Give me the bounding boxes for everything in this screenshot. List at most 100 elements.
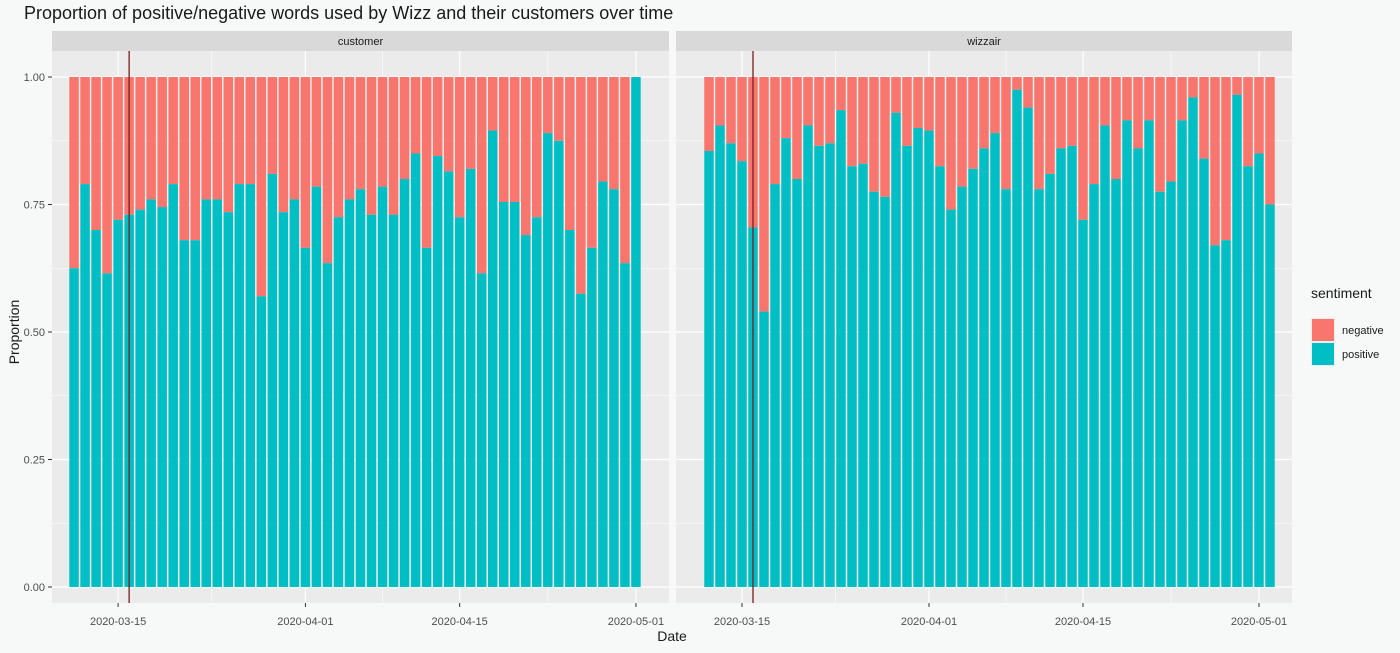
bar-negative	[135, 77, 145, 210]
bar-negative	[69, 77, 79, 269]
bar-negative	[1012, 77, 1022, 90]
bar-negative	[510, 77, 520, 202]
bar-negative	[201, 77, 211, 200]
bar-positive	[543, 133, 553, 587]
bar-negative	[935, 77, 945, 167]
bar-positive	[333, 217, 344, 587]
bar-positive	[576, 293, 586, 587]
facet-strip	[676, 31, 1292, 51]
bar-positive	[620, 263, 630, 587]
bar-positive	[355, 189, 366, 587]
bar-positive	[858, 163, 868, 587]
bar-negative	[1045, 77, 1055, 174]
bar-positive	[399, 179, 410, 587]
x-tick-label: 2020-03-15	[714, 616, 770, 628]
bar-negative	[737, 77, 747, 162]
legend-swatch-negative	[1312, 319, 1334, 341]
bar-positive	[902, 145, 912, 587]
bar-negative	[609, 77, 619, 190]
bar-negative	[554, 77, 564, 141]
bar-positive	[759, 311, 769, 587]
bar-negative	[891, 77, 901, 113]
bar-positive	[704, 150, 714, 587]
bar-negative	[1111, 77, 1121, 179]
bar-negative	[869, 77, 879, 192]
bar-negative	[355, 77, 366, 190]
bar-positive	[990, 133, 1000, 587]
bar-positive	[880, 196, 890, 587]
bar-positive	[1056, 148, 1066, 587]
bar-positive	[792, 179, 802, 587]
bar-negative	[1001, 77, 1011, 190]
bar-positive	[1188, 97, 1198, 588]
bar-negative	[924, 77, 934, 131]
bar-positive	[443, 171, 454, 587]
bar-positive	[737, 161, 747, 587]
bar-negative	[157, 77, 167, 208]
bar-negative	[880, 77, 890, 197]
bar-positive	[1210, 245, 1220, 588]
panel-customer: customer 2020-03-15 2020-04-01 2020-04-15 20…	[52, 31, 669, 628]
facet-strip	[52, 31, 669, 51]
bar-positive	[1122, 120, 1132, 587]
bar-negative	[190, 77, 200, 241]
bar-positive	[1023, 107, 1033, 587]
bar-negative	[267, 77, 278, 174]
bar-positive	[377, 186, 388, 587]
bar-positive	[278, 212, 289, 587]
bar-negative	[1144, 77, 1154, 121]
bar-positive	[891, 112, 901, 587]
bar-positive	[146, 199, 156, 587]
bar-negative	[836, 77, 846, 111]
bar-negative	[410, 77, 421, 154]
bar-negative	[1034, 77, 1044, 190]
bar-positive	[957, 186, 967, 587]
bar-positive	[968, 168, 978, 588]
bar-negative	[1199, 77, 1209, 159]
bar-negative	[902, 77, 912, 146]
bar-positive	[1265, 204, 1275, 587]
bar-negative	[454, 77, 465, 218]
bar-positive	[814, 145, 824, 587]
bar-negative	[726, 77, 736, 144]
bar-negative	[1232, 77, 1242, 95]
bar-positive	[267, 173, 278, 587]
bar-negative	[1243, 77, 1253, 167]
bar-positive	[770, 184, 780, 587]
bar-negative	[565, 77, 575, 230]
bar-positive	[715, 125, 725, 587]
bar-negative	[1188, 77, 1198, 98]
y-axis-title: Proportion	[6, 300, 22, 365]
bar-positive	[1177, 120, 1187, 587]
bar-negative	[465, 77, 476, 169]
bar-positive	[847, 166, 857, 587]
bar-positive	[223, 212, 234, 587]
bar-positive	[1111, 179, 1121, 587]
bar-negative	[102, 77, 112, 274]
bar-negative	[792, 77, 802, 179]
bar-positive	[212, 199, 223, 587]
bar-negative	[289, 77, 300, 200]
bar-positive	[102, 273, 112, 587]
bar-negative	[576, 77, 586, 294]
panel-wizzair: wizzair 2020-03-15 2020-04-01 2020-04-15 202…	[676, 31, 1292, 628]
bar-positive	[179, 240, 189, 587]
bar-positive	[113, 219, 123, 588]
bar-negative	[543, 77, 553, 134]
bar-positive	[598, 181, 608, 588]
bar-negative	[587, 77, 597, 248]
legend-title: sentiment	[1311, 285, 1372, 301]
bar-positive	[1155, 191, 1165, 587]
bar-negative	[715, 77, 725, 126]
bar-negative	[521, 77, 531, 236]
bar-negative	[377, 77, 388, 187]
bar-positive	[1232, 94, 1242, 587]
bar-positive	[532, 217, 542, 587]
bar-negative	[399, 77, 410, 179]
bar-negative	[781, 77, 791, 139]
x-tick-label: 2020-04-01	[277, 616, 333, 628]
bar-negative	[532, 77, 542, 218]
bar-positive	[1243, 166, 1253, 587]
bar-negative	[990, 77, 1000, 134]
bar-positive	[565, 230, 575, 587]
